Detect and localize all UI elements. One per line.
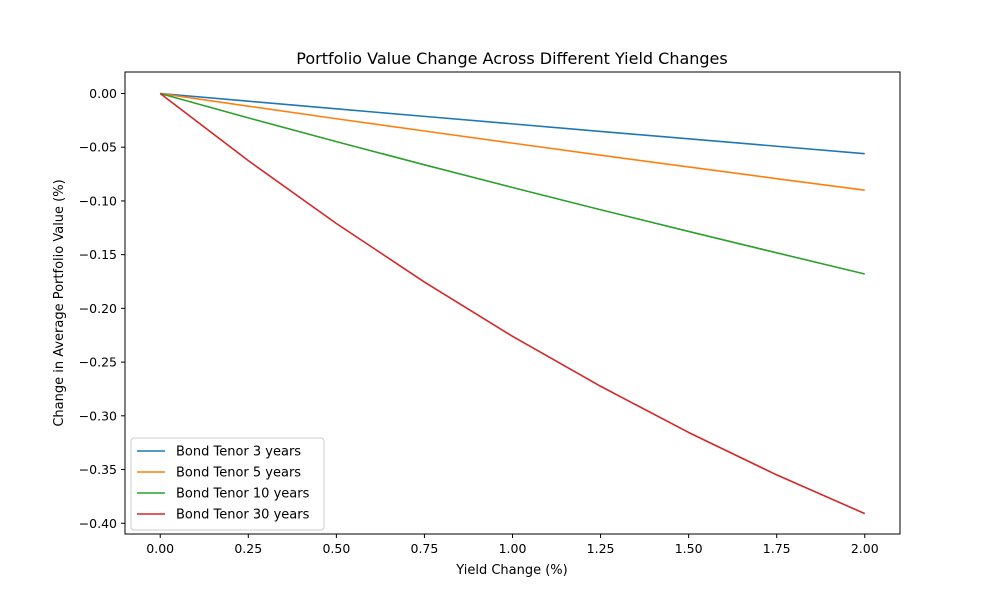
y-tick-label: −0.40 (79, 516, 117, 531)
y-tick-label: −0.35 (79, 462, 117, 477)
legend-label: Bond Tenor 5 years (176, 466, 301, 481)
y-tick-label: −0.25 (79, 355, 117, 370)
legend-label: Bond Tenor 10 years (176, 487, 310, 502)
y-tick-label: −0.05 (79, 140, 117, 155)
x-tick-label: 0.50 (322, 541, 350, 556)
y-tick-label: −0.15 (79, 247, 117, 262)
chart-title: Portfolio Value Change Across Different … (296, 49, 727, 68)
y-tick-label: 0.00 (89, 86, 117, 101)
series-layer (159, 92, 866, 515)
y-axis: 0.00 −0.05 −0.10 −0.15 −0.20 −0.25 −0.30 −0.35 −… (79, 86, 125, 531)
x-axis: 0.00 0.25 0.50 0.75 1.00 1.25 1.50 1.75 2.00 (146, 534, 879, 556)
y-tick-label: −0.20 (79, 301, 117, 316)
y-tick-label: −0.30 (79, 408, 117, 423)
legend-label: Bond Tenor 3 years (176, 445, 301, 460)
x-tick-label: 1.00 (499, 541, 527, 556)
x-tick-label: 1.25 (587, 541, 615, 556)
x-tick-label: 1.50 (675, 541, 703, 556)
series-line-1 (160, 92, 865, 155)
series-line-3 (160, 92, 865, 275)
x-tick-label: 0.00 (146, 541, 174, 556)
y-tick-label: −0.10 (79, 193, 117, 208)
y-axis-label: Change in Average Portfolio Value (%) (52, 179, 67, 426)
x-tick-label: 1.75 (763, 541, 791, 556)
x-tick-label: 2.00 (851, 541, 879, 556)
x-tick-label: 0.75 (411, 541, 439, 556)
x-axis-label: Yield Change (%) (455, 563, 567, 578)
legend-box (130, 437, 325, 531)
series-line-2 (160, 92, 865, 191)
legend-label: Bond Tenor 30 years (176, 508, 310, 523)
series-line-4 (159, 92, 866, 515)
x-tick-label: 0.25 (234, 541, 262, 556)
legend: Bond Tenor 3 years Bond Tenor 5 years Bond… (130, 437, 325, 531)
